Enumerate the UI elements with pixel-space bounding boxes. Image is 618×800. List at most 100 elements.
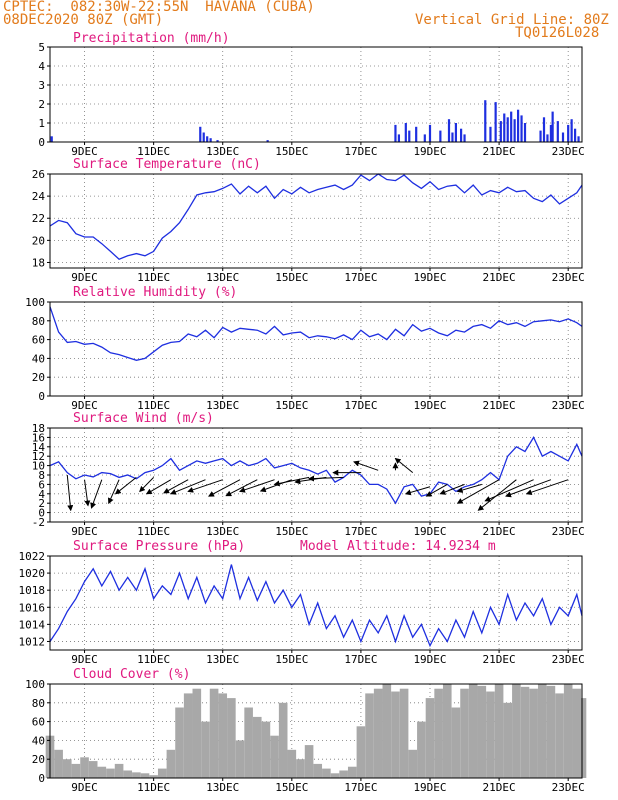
y-tick-label: 24 (32, 190, 46, 203)
cloud-bar (339, 770, 348, 778)
precip-bar (428, 124, 432, 142)
y-tick-label: 60 (32, 334, 45, 347)
panel-title: Surface Temperature (nC) (73, 157, 261, 172)
y-tick-label: 18 (32, 422, 45, 435)
cloud-bar (209, 688, 219, 778)
cloud-bar (563, 684, 573, 778)
cloud-bar (572, 688, 582, 778)
x-tick-label: 11DEC (137, 653, 170, 666)
y-tick-label: 1020 (19, 567, 46, 580)
precip-bar (573, 128, 577, 142)
x-tick-label: 23DEC (552, 781, 585, 794)
panel-cloud: Cloud Cover (%) 0 20 40 60 80 100 9DEC 11DEC 13DE… (25, 667, 587, 794)
x-tick-label: 9DEC (71, 781, 98, 794)
x-tick-label: 21DEC (483, 271, 516, 284)
y-tick-label: 1 (38, 117, 45, 130)
y-tick-label: 20 (32, 753, 45, 766)
precip-bar (423, 134, 426, 142)
cloud-bar (244, 707, 253, 778)
wind-arrow (163, 479, 189, 494)
wind-arrow (169, 479, 206, 495)
cloud-bar (330, 773, 340, 778)
grid (50, 301, 582, 397)
cloud-bar (442, 684, 452, 778)
precip-bar (539, 130, 542, 142)
precip-bar (206, 136, 209, 142)
x-tick-label: 11DEC (137, 145, 170, 158)
cloud-bar (373, 688, 383, 778)
x-tick-label: 19DEC (413, 525, 446, 538)
plot-frame (49, 173, 583, 269)
run-date: 08DEC2020 80Z (GMT) (3, 12, 164, 28)
wind-arrow (394, 457, 414, 474)
cloud-bar (149, 775, 158, 778)
y-tick-label: 0 (38, 772, 45, 785)
run-code: TQ0126L028 (515, 25, 600, 41)
precip-bar (439, 130, 442, 142)
precip-bar (404, 123, 407, 142)
cloud-bar (166, 749, 176, 778)
wind-arrow (145, 479, 172, 495)
plot-frame (49, 46, 583, 143)
precip-bar (513, 119, 516, 142)
cloud-bar (183, 693, 193, 778)
precip-bar (484, 100, 487, 142)
y-tick-label: 80 (32, 315, 45, 328)
pres-series-line (49, 564, 583, 648)
y-tick-label: 0 (38, 390, 45, 403)
cloud-bar (175, 707, 184, 778)
y-tick-label: 1012 (19, 635, 46, 648)
x-tick-label: 15DEC (275, 271, 308, 284)
cloud-bar (425, 698, 435, 778)
cloud-bar (468, 684, 478, 778)
y-tick-label: -2 (32, 516, 45, 529)
cloud-bar (486, 691, 495, 778)
cloud-bar (313, 763, 323, 778)
precip-bar (451, 132, 454, 142)
cloud-bar (529, 688, 538, 778)
precip-bar (50, 136, 53, 142)
x-tick-label: 15DEC (275, 781, 308, 794)
x-tick-label: 19DEC (413, 399, 446, 412)
x-tick-label: 13DEC (206, 145, 239, 158)
x-tick-label: 11DEC (137, 399, 170, 412)
y-tick-label: 26 (32, 168, 45, 181)
x-tick-label: 15DEC (275, 525, 308, 538)
panel-title: Precipitation (mm/h) (73, 31, 230, 46)
plot-frame (49, 683, 583, 779)
wind-arrow (353, 460, 379, 471)
wind-arrow (525, 479, 569, 496)
cloud-bar (201, 721, 210, 778)
panel-pres: Surface Pressure (hPa) Model Altitude: 14… (19, 539, 585, 666)
wind-arrow (107, 479, 120, 505)
wind-arrow (208, 479, 241, 497)
grid (50, 173, 582, 268)
x-tick-label: 17DEC (344, 399, 377, 412)
precip-bar (549, 124, 553, 142)
cloud-bar (132, 772, 141, 778)
wind-arrow (84, 479, 91, 507)
precip-bar (516, 109, 520, 142)
precip-bar (454, 123, 458, 142)
cloud-bar (356, 726, 366, 778)
cloud-bar (270, 735, 279, 778)
y-tick-label: 16 (32, 431, 45, 444)
y-tick-label: 5 (38, 41, 45, 54)
y-tick-label: 1016 (19, 601, 46, 614)
x-tick-label: 17DEC (344, 271, 377, 284)
precip-bar (577, 136, 580, 142)
rh-series-line (49, 306, 583, 361)
x-tick-label: 21DEC (483, 145, 516, 158)
x-tick-label: 13DEC (206, 781, 239, 794)
cloud-bar (227, 698, 236, 778)
panel-title: Surface Pressure (hPa) (73, 539, 245, 554)
temp-series-line (49, 173, 583, 260)
precip-bar (542, 117, 546, 142)
y-tick-label: 4 (38, 488, 45, 501)
wind-arrow (225, 479, 258, 497)
x-tick-label: 23DEC (552, 271, 585, 284)
precip-bar (459, 128, 463, 142)
cloud-bar (503, 702, 513, 778)
y-tick-label: 20 (32, 234, 45, 247)
wind-arrow (90, 479, 103, 509)
